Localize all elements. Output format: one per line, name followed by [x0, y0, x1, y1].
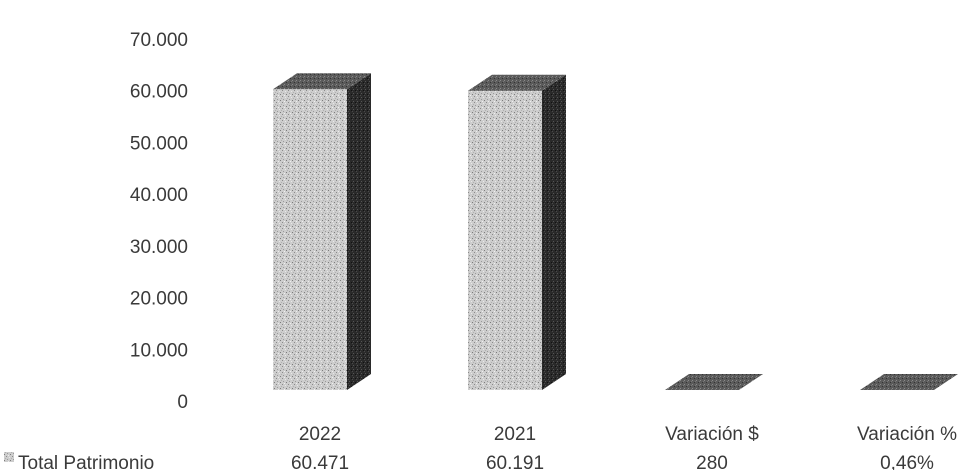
bar — [860, 374, 958, 390]
bar-top — [273, 73, 371, 90]
bar — [665, 374, 763, 390]
bar-front — [468, 90, 542, 391]
bar-front — [273, 89, 347, 391]
category-label: 2021 — [494, 424, 536, 445]
y-axis: 0 10.000 20.000 30.000 40.000 50.000 60.000 70.… — [130, 30, 188, 413]
legend-series-name: Total Patrimonio — [18, 453, 154, 470]
legend-swatch — [4, 452, 14, 462]
y-tick-label: 20.000 — [130, 289, 188, 310]
bar-side — [542, 74, 566, 391]
y-tick-label: 70.000 — [130, 30, 188, 51]
category-label: Variación $ — [665, 424, 759, 445]
bar-top — [665, 374, 763, 390]
y-tick-label: 10.000 — [130, 340, 188, 361]
legend-row: Total Patrimonio — [4, 452, 154, 470]
value-label: 280 — [696, 453, 728, 470]
bars-group — [273, 73, 958, 391]
category-label: 2022 — [299, 424, 341, 445]
value-label: 60.471 — [291, 453, 349, 470]
y-tick-label: 0 — [177, 392, 188, 413]
y-tick-label: 40.000 — [130, 185, 188, 206]
value-label: 0,46% — [880, 453, 934, 470]
value-labels: 60.471 60.191 280 0,46% — [291, 453, 934, 470]
category-labels: 2022 2021 Variación $ Variación % — [299, 424, 957, 445]
y-tick-label: 50.000 — [130, 133, 188, 154]
bar — [468, 74, 566, 391]
y-tick-label: 30.000 — [130, 237, 188, 258]
category-label: Variación % — [857, 424, 957, 445]
bar-top — [860, 374, 958, 390]
bar-side — [347, 73, 371, 391]
value-label: 60.191 — [486, 453, 544, 470]
bar — [273, 73, 371, 391]
y-tick-label: 60.000 — [130, 82, 188, 103]
bar-top — [468, 74, 566, 91]
